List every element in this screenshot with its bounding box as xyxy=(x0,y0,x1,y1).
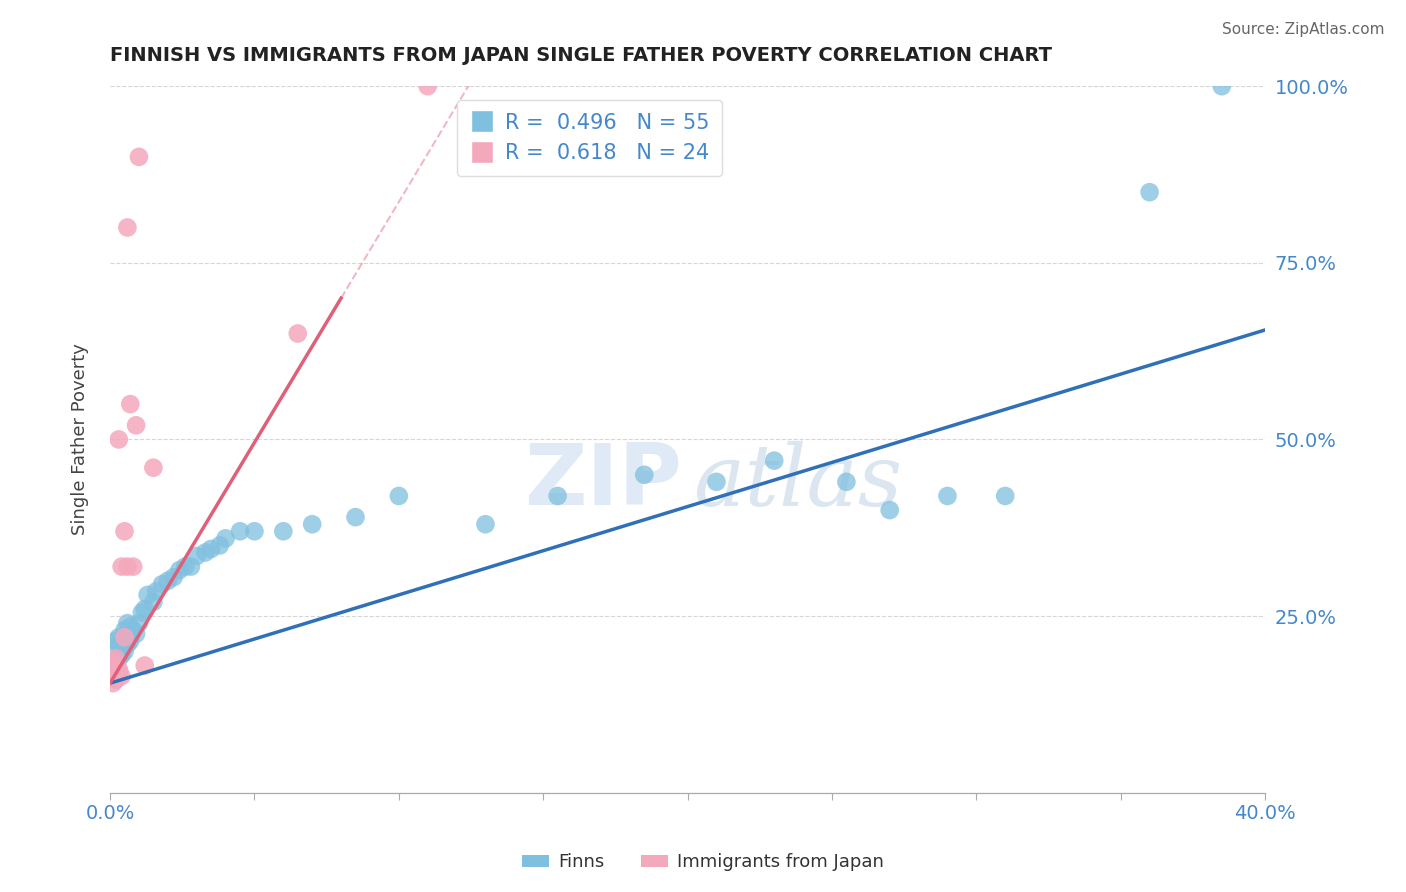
Point xyxy=(104,658,127,673)
Point xyxy=(156,574,179,588)
Point xyxy=(287,326,309,341)
Point xyxy=(169,563,191,577)
Point xyxy=(416,79,439,94)
Point xyxy=(117,616,139,631)
Point xyxy=(763,453,786,467)
Point xyxy=(120,397,142,411)
Point xyxy=(125,418,148,433)
Point xyxy=(131,606,153,620)
Point xyxy=(114,524,136,539)
Point xyxy=(344,510,367,524)
Point xyxy=(186,549,208,563)
Point xyxy=(301,517,323,532)
Point xyxy=(180,559,202,574)
Point xyxy=(128,616,150,631)
Point xyxy=(114,623,136,637)
Point xyxy=(835,475,858,489)
Text: ZIP: ZIP xyxy=(524,441,682,524)
Point xyxy=(547,489,569,503)
Point xyxy=(936,489,959,503)
Point xyxy=(101,662,124,676)
Point xyxy=(125,626,148,640)
Point xyxy=(142,460,165,475)
Point xyxy=(706,475,728,489)
Point xyxy=(104,644,127,658)
Point xyxy=(128,150,150,164)
Point xyxy=(194,545,217,559)
Point xyxy=(214,532,236,546)
Point xyxy=(120,620,142,634)
Point xyxy=(1139,185,1161,199)
Point xyxy=(142,595,165,609)
Point xyxy=(474,517,496,532)
Point xyxy=(229,524,252,539)
Point xyxy=(150,577,173,591)
Point xyxy=(101,669,124,683)
Point xyxy=(117,559,139,574)
Point xyxy=(107,662,129,676)
Point xyxy=(104,633,127,648)
Point xyxy=(104,673,127,687)
Point xyxy=(114,630,136,644)
Point xyxy=(633,467,655,482)
Point xyxy=(1211,79,1233,94)
Point xyxy=(107,637,129,651)
Point xyxy=(107,669,129,683)
Point xyxy=(111,633,134,648)
Point xyxy=(107,651,129,665)
Point xyxy=(122,623,145,637)
Point xyxy=(111,648,134,662)
Text: atlas: atlas xyxy=(693,441,903,524)
Point xyxy=(879,503,901,517)
Point xyxy=(107,665,129,680)
Point xyxy=(101,655,124,669)
Y-axis label: Single Father Poverty: Single Father Poverty xyxy=(72,343,89,535)
Point xyxy=(994,489,1017,503)
Point xyxy=(134,658,156,673)
Point xyxy=(388,489,411,503)
Point xyxy=(117,220,139,235)
Point xyxy=(101,669,124,683)
Point xyxy=(111,669,134,683)
Legend: Finns, Immigrants from Japan: Finns, Immigrants from Japan xyxy=(515,847,891,879)
Point xyxy=(114,644,136,658)
Point xyxy=(101,655,124,669)
Point xyxy=(101,662,124,676)
Point xyxy=(208,538,231,552)
Point xyxy=(136,588,159,602)
Point xyxy=(134,602,156,616)
Text: FINNISH VS IMMIGRANTS FROM JAPAN SINGLE FATHER POVERTY CORRELATION CHART: FINNISH VS IMMIGRANTS FROM JAPAN SINGLE … xyxy=(110,46,1052,65)
Text: Source: ZipAtlas.com: Source: ZipAtlas.com xyxy=(1222,22,1385,37)
Point xyxy=(111,559,134,574)
Point xyxy=(122,559,145,574)
Point xyxy=(174,559,197,574)
Point xyxy=(107,630,129,644)
Point xyxy=(101,676,124,690)
Point xyxy=(273,524,295,539)
Legend: R =  0.496   N = 55, R =  0.618   N = 24: R = 0.496 N = 55, R = 0.618 N = 24 xyxy=(457,100,721,176)
Point xyxy=(200,541,222,556)
Point xyxy=(104,673,127,687)
Point xyxy=(104,662,127,676)
Point xyxy=(117,637,139,651)
Point xyxy=(107,433,129,447)
Point xyxy=(243,524,266,539)
Point xyxy=(104,651,127,665)
Point xyxy=(120,633,142,648)
Point xyxy=(162,570,184,584)
Point xyxy=(145,584,167,599)
